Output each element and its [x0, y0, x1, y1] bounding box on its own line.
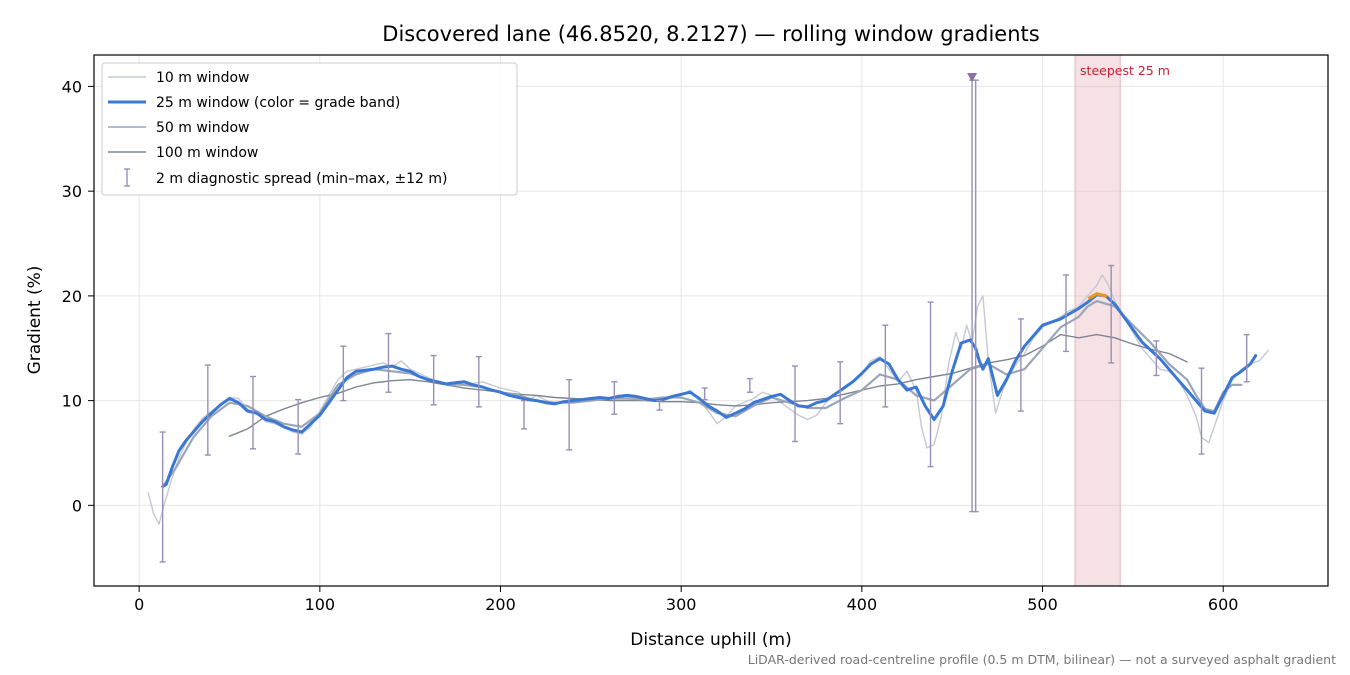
error-bar	[611, 381, 618, 415]
outlier-markers	[967, 73, 978, 83]
y-tick-label: 40	[62, 77, 82, 96]
legend-label-w10: 10 m window	[156, 70, 249, 86]
line-50m-window	[161, 300, 1243, 488]
error-bar	[521, 399, 528, 430]
error-bar	[927, 301, 934, 468]
legend-swatch-errorbar	[124, 168, 130, 187]
chart-title: Discovered lane (46.8520, 8.2127) — roll…	[382, 22, 1039, 46]
x-tick-label: 0	[134, 595, 144, 614]
outlier-triangle-marker	[967, 73, 978, 83]
error-bar	[340, 345, 347, 402]
error-bar	[656, 399, 663, 411]
error-bar	[385, 332, 392, 393]
legend-box	[101, 62, 518, 196]
error-bar	[430, 354, 437, 406]
error-bar	[249, 375, 256, 450]
x-tick-label: 600	[1208, 595, 1239, 614]
y-axis-label: Gradient (%)	[25, 266, 45, 375]
x-tick-label: 400	[847, 595, 878, 614]
steepest-band	[1074, 55, 1121, 586]
error-bar	[746, 377, 753, 393]
error-bar	[1198, 367, 1205, 455]
legend: 10 m window 25 m window (color = grade b…	[101, 62, 518, 196]
error-bar	[1108, 264, 1115, 364]
x-tick-label: 100	[305, 595, 336, 614]
legend-label-w50: 50 m window	[156, 120, 249, 136]
error-bar	[159, 431, 166, 563]
line-25m-window	[161, 293, 1258, 488]
legend-label-w100: 100 m window	[156, 145, 258, 161]
error-bar	[1243, 333, 1250, 383]
error-bar	[792, 365, 799, 443]
x-axis-ticks: 0 100 200 300 400 500 600	[134, 586, 1238, 614]
error-bar	[1063, 274, 1070, 353]
steepest-annotation: steepest 25 m	[1080, 63, 1170, 78]
error-bar	[837, 361, 844, 425]
error-bars	[159, 79, 1250, 563]
error-bar	[204, 364, 211, 456]
legend-label-errorbar: 2 m diagnostic spread (min–max, ±12 m)	[156, 171, 447, 187]
footnote: LiDAR-derived road-centreline profile (0…	[748, 652, 1336, 667]
error-bar	[475, 355, 482, 408]
legend-label-w25: 25 m window (color = grade band)	[156, 95, 400, 111]
y-tick-label: 10	[62, 392, 82, 411]
error-bar	[1017, 318, 1024, 412]
x-axis-label: Distance uphill (m)	[630, 630, 791, 650]
steepest-highlight	[1074, 55, 1121, 586]
x-tick-label: 500	[1027, 595, 1058, 614]
x-tick-label: 300	[666, 595, 697, 614]
y-tick-label: 30	[62, 182, 82, 201]
line-25m-steepest-segment	[1087, 292, 1108, 300]
y-axis-ticks: 0 10 20 30 40	[62, 77, 94, 515]
error-bar	[972, 79, 979, 513]
error-bar	[882, 324, 889, 408]
y-tick-label: 0	[72, 496, 82, 515]
line-10m-window	[147, 274, 1270, 525]
x-tick-label: 200	[485, 595, 516, 614]
error-bar	[295, 398, 302, 455]
error-bar	[701, 387, 708, 401]
plot-frame	[93, 54, 1329, 587]
error-bar	[566, 378, 573, 451]
error-bar	[1153, 340, 1160, 377]
y-tick-label: 20	[62, 287, 82, 306]
